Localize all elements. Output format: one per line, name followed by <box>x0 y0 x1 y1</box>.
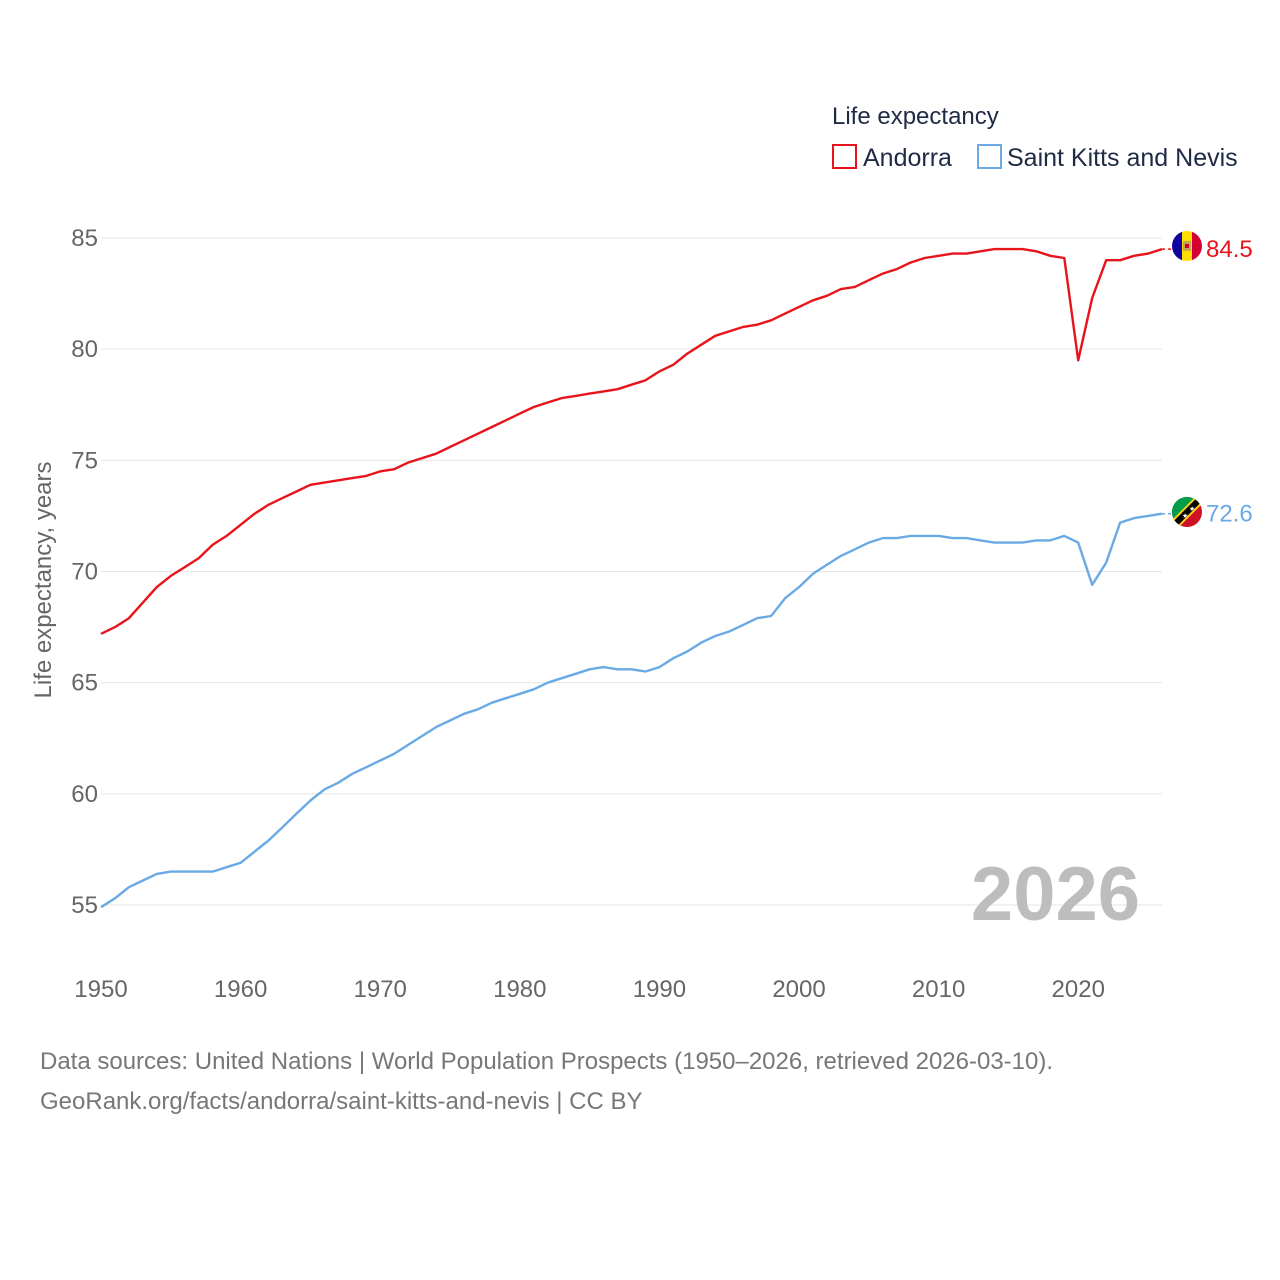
x-tick-label: 1960 <box>214 976 267 1003</box>
gridlines <box>101 237 1162 906</box>
end-value-saint-kitts-and-nevis: 72.6 <box>1206 501 1253 528</box>
end-labels: 84.5 72.6 <box>1206 236 1253 528</box>
saint-kitts-and-nevis-flag-icon: ★ ★ <box>1172 497 1202 527</box>
y-tick-label: 55 <box>71 892 98 919</box>
x-axis-ticks: 1950 1960 1970 1980 1990 2000 2010 2020 <box>74 976 1105 1003</box>
x-tick-label: 1980 <box>493 976 546 1003</box>
source-line-2[interactable]: GeoRank.org/facts/andorra/saint-kitts-an… <box>40 1088 643 1115</box>
x-tick-label: 1990 <box>633 976 686 1003</box>
series-line-saint-kitts-and-nevis[interactable] <box>100 512 1163 909</box>
life-expectancy-chart: Life expectancy Andorra Saint Kitts and … <box>30 103 1253 1003</box>
year-watermark: 2026 <box>971 852 1140 937</box>
legend-label-saint-kitts-and-nevis: Saint Kitts and Nevis <box>1007 144 1238 172</box>
x-tick-label: 1950 <box>74 976 127 1003</box>
legend-swatch-saint-kitts-and-nevis <box>977 144 1002 169</box>
x-tick-label: 2010 <box>912 976 965 1003</box>
legend-item-andorra[interactable]: Andorra <box>832 144 952 172</box>
x-tick-label: 2020 <box>1052 976 1105 1003</box>
source-line-1: Data sources: United Nations | World Pop… <box>40 1048 1054 1075</box>
y-tick-label: 60 <box>71 781 98 808</box>
y-tick-label: 70 <box>71 559 98 586</box>
x-tick-label: 1970 <box>354 976 407 1003</box>
svg-text:★: ★ <box>1182 512 1188 520</box>
y-axis-ticks: 55 60 65 70 75 80 85 <box>71 225 98 919</box>
andorra-flag-icon <box>1172 231 1202 261</box>
y-tick-label: 65 <box>71 670 98 697</box>
series-line-andorra[interactable] <box>100 247 1163 635</box>
x-tick-label: 2000 <box>772 976 825 1003</box>
legend-label-andorra: Andorra <box>863 144 952 172</box>
legend: Life expectancy Andorra Saint Kitts and … <box>832 103 1238 172</box>
y-axis-title: Life expectancy, years <box>30 461 57 698</box>
y-tick-label: 85 <box>71 225 98 252</box>
y-tick-label: 75 <box>71 447 98 474</box>
end-value-andorra: 84.5 <box>1206 236 1253 263</box>
legend-item-saint-kitts-and-nevis[interactable]: Saint Kitts and Nevis <box>977 144 1238 172</box>
series-lines <box>100 247 1172 909</box>
legend-title: Life expectancy <box>832 103 999 130</box>
legend-swatch-andorra <box>832 144 857 169</box>
y-tick-label: 80 <box>71 336 98 363</box>
data-sources: Data sources: United Nations | World Pop… <box>40 1042 1260 1122</box>
svg-text:★: ★ <box>1189 505 1195 513</box>
